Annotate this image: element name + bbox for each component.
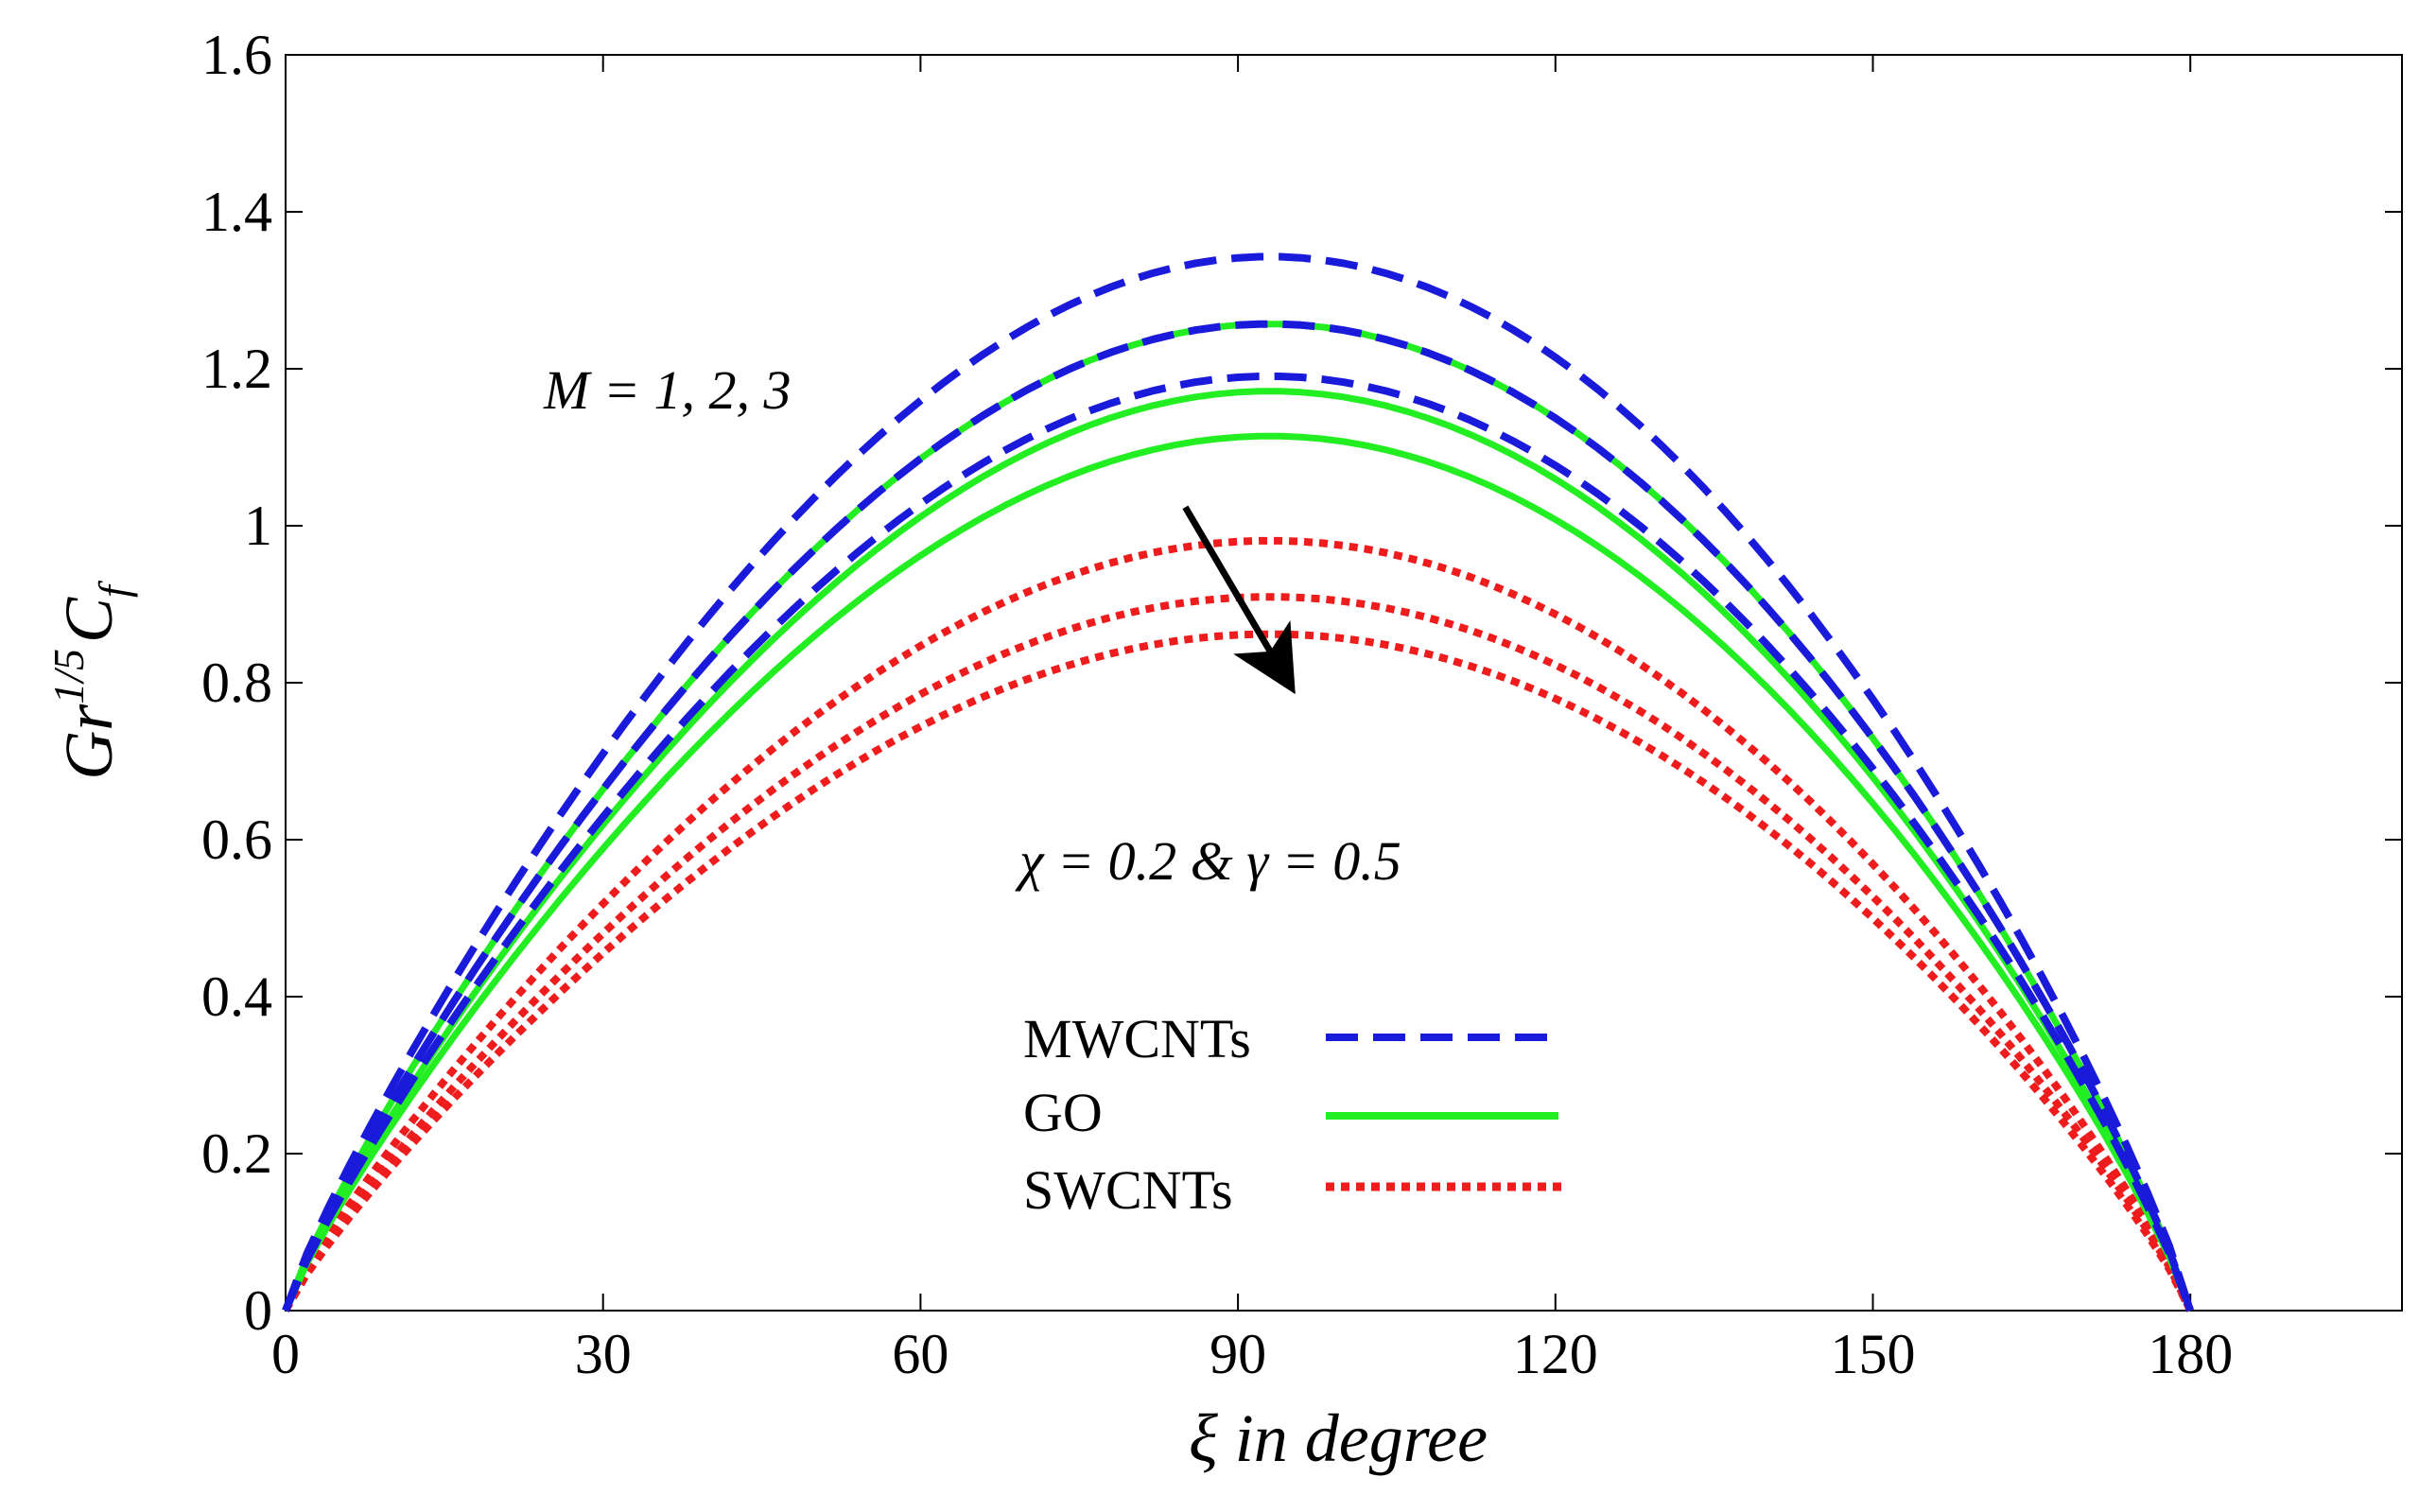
parameter-annotation: χ = 0.2 & γ = 0.5 xyxy=(1015,830,1401,892)
x-tick-label: 90 xyxy=(1210,1323,1266,1385)
y-tick-label: 0 xyxy=(244,1279,272,1342)
arrow-label: M = 1, 2, 3 xyxy=(543,359,791,421)
legend-label-go: GO xyxy=(1023,1082,1103,1143)
x-tick-label: 0 xyxy=(271,1323,300,1385)
y-tick-label: 0.2 xyxy=(201,1122,272,1185)
x-axis-label: ξ in degree xyxy=(1189,1400,1488,1476)
y-label-exponent: 1/5 xyxy=(44,649,93,704)
y-tick-label: 0.4 xyxy=(201,965,272,1028)
series-line-swcnts-m1 xyxy=(282,536,2194,1312)
x-tick-label: 30 xyxy=(575,1323,632,1385)
legend-entry-mwcnts: MWCNTs xyxy=(1023,1008,1558,1069)
y-tick-label: 1.2 xyxy=(201,338,272,400)
y-label-symbol: C xyxy=(51,597,127,643)
y-label-base: Gr xyxy=(51,704,127,780)
x-axis-ticks: 0 30 60 90 120 150 180 xyxy=(271,55,2233,1385)
legend-label-swcnts: SWCNTs xyxy=(1023,1159,1233,1221)
series-line-mwcnts-m2 xyxy=(282,320,2194,1312)
legend-entry-go: GO xyxy=(1023,1082,1558,1143)
x-tick-label: 60 xyxy=(892,1323,948,1385)
legend-entry-swcnts: SWCNTs xyxy=(1023,1159,1562,1221)
y-tick-label: 1 xyxy=(244,495,272,557)
series-line-go-m3 xyxy=(282,432,2194,1312)
data-series xyxy=(282,252,2195,1313)
series-line-swcnts-m3 xyxy=(282,630,2194,1313)
y-axis-ticks: 0 0.2 0.4 0.6 0.8 1 1.2 1.4 1.6 xyxy=(201,24,2402,1342)
series-line-mwcnts-m3 xyxy=(282,373,2194,1312)
y-axis-label: Gr1/5 Cf xyxy=(44,580,138,780)
series-line-mwcnts-m1 xyxy=(282,252,2195,1312)
series-line-swcnts-m2 xyxy=(282,593,2194,1312)
legend-label-mwcnts: MWCNTs xyxy=(1023,1008,1251,1069)
x-tick-label: 120 xyxy=(1513,1323,1598,1385)
svg-text:Gr1/5Cf: Gr1/5 Cf xyxy=(44,580,138,780)
y-tick-label: 1.4 xyxy=(201,181,272,243)
y-tick-label: 0.8 xyxy=(201,652,272,714)
trend-arrow xyxy=(1182,505,1296,695)
series-line-go-m2 xyxy=(282,388,2194,1312)
x-tick-label: 180 xyxy=(2148,1323,2233,1385)
y-tick-label: 1.6 xyxy=(201,24,272,86)
y-label-subscript: f xyxy=(90,580,138,598)
legend: MWCNTs GO SWCNTs xyxy=(1023,1008,1562,1221)
x-tick-label: 150 xyxy=(1831,1323,1916,1385)
y-tick-label: 0.6 xyxy=(201,808,272,871)
